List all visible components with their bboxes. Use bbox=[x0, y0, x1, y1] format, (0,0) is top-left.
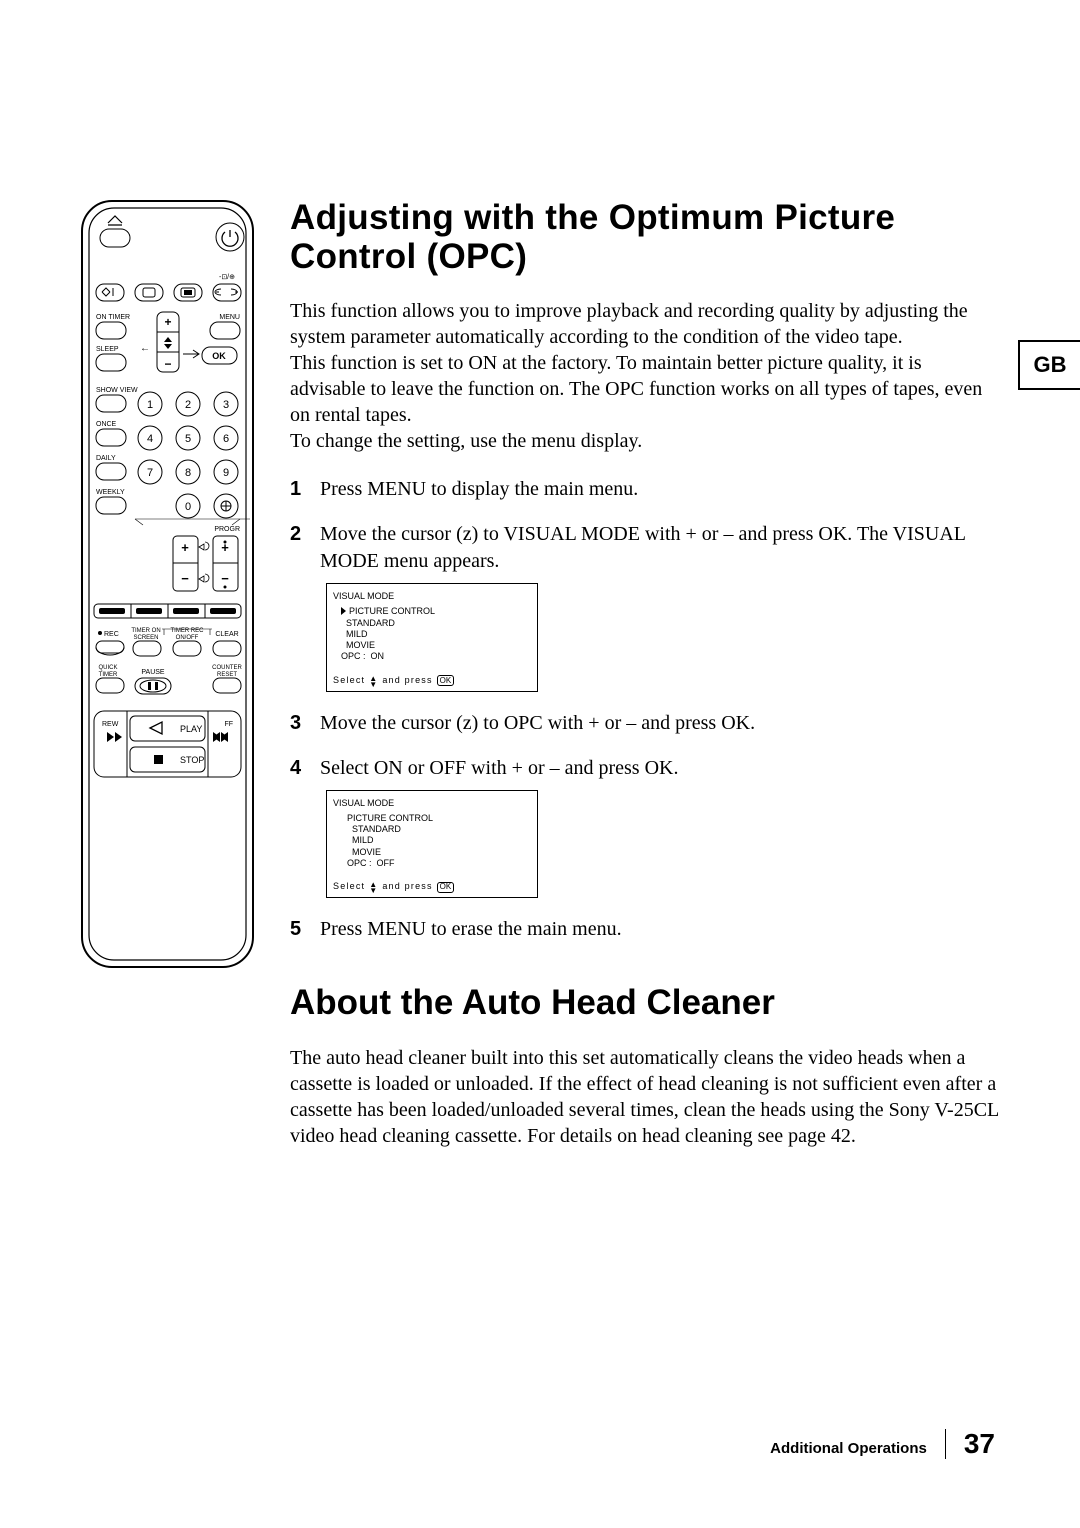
page-footer: Additional Operations 37 bbox=[770, 1428, 995, 1460]
svg-text:1: 1 bbox=[147, 399, 153, 411]
visual-mode-menu-2: VISUAL MODE PICTURE CONTROL STANDARD MIL… bbox=[326, 790, 538, 899]
svg-text:SLEEP: SLEEP bbox=[96, 346, 119, 353]
svg-text:6: 6 bbox=[223, 433, 229, 445]
menu-header: VISUAL MODE bbox=[333, 591, 531, 602]
section2-body: The auto head cleaner built into this se… bbox=[290, 1045, 1000, 1149]
svg-text:REC: REC bbox=[104, 631, 119, 638]
svg-text:2: 2 bbox=[185, 399, 191, 411]
svg-text:CLEAR: CLEAR bbox=[215, 631, 238, 638]
menu-footer: Select ▲▼ and press OK bbox=[333, 675, 531, 687]
svg-text:ON TIMER: ON TIMER bbox=[96, 314, 130, 321]
svg-text:4: 4 bbox=[147, 433, 153, 445]
step-3: 3Move the cursor (z) to OPC with + or – … bbox=[290, 710, 1000, 737]
svg-text:STOP: STOP bbox=[180, 755, 204, 765]
svg-text:+: + bbox=[164, 315, 171, 329]
svg-text:COUNTER: COUNTER bbox=[212, 665, 242, 671]
step-text: Press MENU to display the main menu. bbox=[320, 478, 638, 500]
svg-text:OK: OK bbox=[212, 351, 226, 361]
section2-title: About the Auto Head Cleaner bbox=[290, 983, 1000, 1023]
svg-text:WEEKLY: WEEKLY bbox=[96, 489, 125, 496]
footer-label: Additional Operations bbox=[770, 1440, 927, 1457]
svg-text:MENU: MENU bbox=[219, 314, 240, 321]
svg-text:SCREEN: SCREEN bbox=[133, 635, 158, 641]
menu-items: PICTURE CONTROL STANDARD MILD MOVIE OPC … bbox=[347, 813, 531, 869]
svg-text:RESET: RESET bbox=[217, 672, 237, 678]
svg-text:←: ← bbox=[140, 343, 150, 354]
svg-text:0: 0 bbox=[185, 501, 191, 513]
svg-text:TIMER: TIMER bbox=[99, 672, 118, 678]
cursor-icon bbox=[341, 607, 346, 615]
svg-text:−: − bbox=[181, 571, 189, 586]
step-4: 4Select ON or OFF with + or – and press … bbox=[290, 755, 1000, 899]
svg-text:8: 8 bbox=[185, 467, 191, 479]
svg-text:TIMER ON: TIMER ON bbox=[131, 628, 160, 634]
ok-icon: OK bbox=[437, 675, 455, 686]
svg-text:−: − bbox=[164, 357, 171, 371]
updown-icon: ▲▼ bbox=[369, 882, 378, 894]
svg-text:5: 5 bbox=[185, 433, 191, 445]
step-1: 1Press MENU to display the main menu. bbox=[290, 476, 1000, 503]
svg-text:ON/OFF: ON/OFF bbox=[176, 635, 199, 641]
svg-text:SHOW VIEW: SHOW VIEW bbox=[96, 387, 138, 394]
footer-separator bbox=[945, 1429, 946, 1459]
menu-header: VISUAL MODE bbox=[333, 798, 531, 809]
step-text: Press MENU to erase the main menu. bbox=[320, 918, 622, 940]
section1-intro: This function allows you to improve play… bbox=[290, 298, 1000, 454]
ok-icon: OK bbox=[437, 882, 455, 893]
svg-text:3: 3 bbox=[223, 399, 229, 411]
svg-text:QUICK: QUICK bbox=[98, 665, 117, 671]
svg-text:REW: REW bbox=[102, 721, 119, 728]
svg-text:7: 7 bbox=[147, 467, 153, 479]
updown-icon: ▲▼ bbox=[369, 676, 378, 688]
svg-text:+: + bbox=[181, 540, 189, 555]
svg-text:-⊡/⊕: -⊡/⊕ bbox=[219, 274, 235, 281]
steps-list: 1Press MENU to display the main menu. 2M… bbox=[290, 476, 1000, 943]
step-5: 5Press MENU to erase the main menu. bbox=[290, 916, 1000, 943]
svg-text:−: − bbox=[221, 571, 229, 586]
svg-text:DAILY: DAILY bbox=[96, 455, 116, 462]
svg-text:PLAY: PLAY bbox=[180, 724, 202, 734]
svg-text:PAUSE: PAUSE bbox=[141, 669, 165, 676]
step-2: 2Move the cursor (z) to VISUAL MODE with… bbox=[290, 521, 1000, 692]
visual-mode-menu-1: VISUAL MODE PICTURE CONTROL STANDARD MIL… bbox=[326, 583, 538, 692]
svg-text:ONCE: ONCE bbox=[96, 421, 117, 428]
remote-illustration: -⊡/⊕ ON TIMER MENU + − ← OK bbox=[80, 199, 255, 969]
page-number: 37 bbox=[964, 1428, 995, 1460]
step-text: Select ON or OFF with + or – and press O… bbox=[320, 757, 678, 779]
step-text: Move the cursor (z) to OPC with + or – a… bbox=[320, 712, 755, 734]
menu-items: PICTURE CONTROL STANDARD MILD MOVIE OPC … bbox=[341, 606, 531, 662]
svg-text:FF: FF bbox=[224, 721, 233, 728]
svg-text:9: 9 bbox=[223, 467, 229, 479]
step-text: Move the cursor (z) to VISUAL MODE with … bbox=[320, 523, 965, 572]
svg-text:PROGR: PROGR bbox=[214, 526, 240, 533]
menu-footer: Select ▲▼ and press OK bbox=[333, 881, 531, 893]
section1-title: Adjusting with the Optimum Picture Contr… bbox=[290, 199, 1000, 276]
gb-tab: GB bbox=[1018, 340, 1080, 390]
